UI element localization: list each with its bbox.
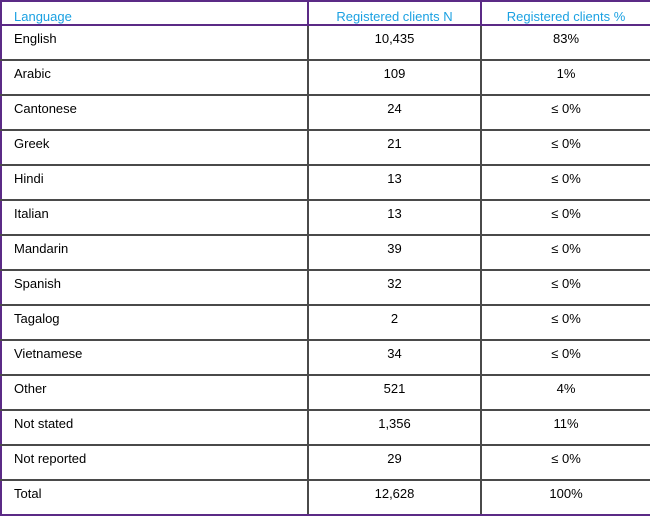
cell-registered-clients-pct: ≤ 0% (480, 234, 650, 271)
cell-registered-clients-n: 39 (307, 234, 482, 271)
table-row: Tagalog 2 ≤ 0% (0, 304, 650, 341)
table-row: Mandarin 39 ≤ 0% (0, 234, 650, 271)
cell-registered-clients-pct: 100% (480, 479, 650, 516)
cell-registered-clients-pct: ≤ 0% (480, 444, 650, 481)
table-row: Greek 21 ≤ 0% (0, 129, 650, 166)
table-row: Hindi 13 ≤ 0% (0, 164, 650, 201)
table-row: Total 12,628 100% (0, 479, 650, 516)
cell-registered-clients-pct: 83% (480, 24, 650, 61)
cell-registered-clients-n: 13 (307, 164, 482, 201)
cell-language: Vietnamese (0, 339, 309, 376)
cell-registered-clients-pct: ≤ 0% (480, 339, 650, 376)
cell-language: Total (0, 479, 309, 516)
cell-language: Not reported (0, 444, 309, 481)
table-body: English 10,435 83% Arabic 109 1% Cantonese 24 ≤ … (0, 24, 650, 516)
table-row: Spanish 32 ≤ 0% (0, 269, 650, 306)
table-row: Not stated 1,356 11% (0, 409, 650, 446)
header-registered-clients-pct: Registered clients % (480, 0, 650, 26)
cell-registered-clients-n: 34 (307, 339, 482, 376)
cell-registered-clients-n: 29 (307, 444, 482, 481)
cell-registered-clients-pct: ≤ 0% (480, 304, 650, 341)
header-row: Language Registered clients N Registered… (0, 0, 650, 26)
cell-registered-clients-n: 24 (307, 94, 482, 131)
header-registered-clients-n: Registered clients N (307, 0, 482, 26)
cell-language: Cantonese (0, 94, 309, 131)
cell-registered-clients-pct: ≤ 0% (480, 129, 650, 166)
cell-registered-clients-n: 521 (307, 374, 482, 411)
cell-registered-clients-n: 10,435 (307, 24, 482, 61)
cell-registered-clients-n: 109 (307, 59, 482, 96)
cell-registered-clients-pct: ≤ 0% (480, 164, 650, 201)
cell-registered-clients-n: 2 (307, 304, 482, 341)
cell-language: Other (0, 374, 309, 411)
cell-language: Greek (0, 129, 309, 166)
table-header: Language Registered clients N Registered… (0, 0, 650, 26)
cell-language: Spanish (0, 269, 309, 306)
table-row: Arabic 109 1% (0, 59, 650, 96)
cell-registered-clients-n: 12,628 (307, 479, 482, 516)
cell-language: Italian (0, 199, 309, 236)
cell-registered-clients-n: 32 (307, 269, 482, 306)
cell-registered-clients-pct: ≤ 0% (480, 199, 650, 236)
cell-language: Arabic (0, 59, 309, 96)
table-row: English 10,435 83% (0, 24, 650, 61)
cell-registered-clients-n: 1,356 (307, 409, 482, 446)
cell-registered-clients-pct: 11% (480, 409, 650, 446)
cell-registered-clients-pct: ≤ 0% (480, 94, 650, 131)
cell-language: Mandarin (0, 234, 309, 271)
cell-registered-clients-n: 13 (307, 199, 482, 236)
table-row: Not reported 29 ≤ 0% (0, 444, 650, 481)
cell-registered-clients-pct: ≤ 0% (480, 269, 650, 306)
cell-language: Hindi (0, 164, 309, 201)
table-row: Other 521 4% (0, 374, 650, 411)
cell-registered-clients-n: 21 (307, 129, 482, 166)
table-row: Vietnamese 34 ≤ 0% (0, 339, 650, 376)
cell-language: Tagalog (0, 304, 309, 341)
cell-language: Not stated (0, 409, 309, 446)
cell-registered-clients-pct: 1% (480, 59, 650, 96)
cell-language: English (0, 24, 309, 61)
table-row: Italian 13 ≤ 0% (0, 199, 650, 236)
table-row: Cantonese 24 ≤ 0% (0, 94, 650, 131)
cell-registered-clients-pct: 4% (480, 374, 650, 411)
header-language: Language (0, 0, 309, 26)
